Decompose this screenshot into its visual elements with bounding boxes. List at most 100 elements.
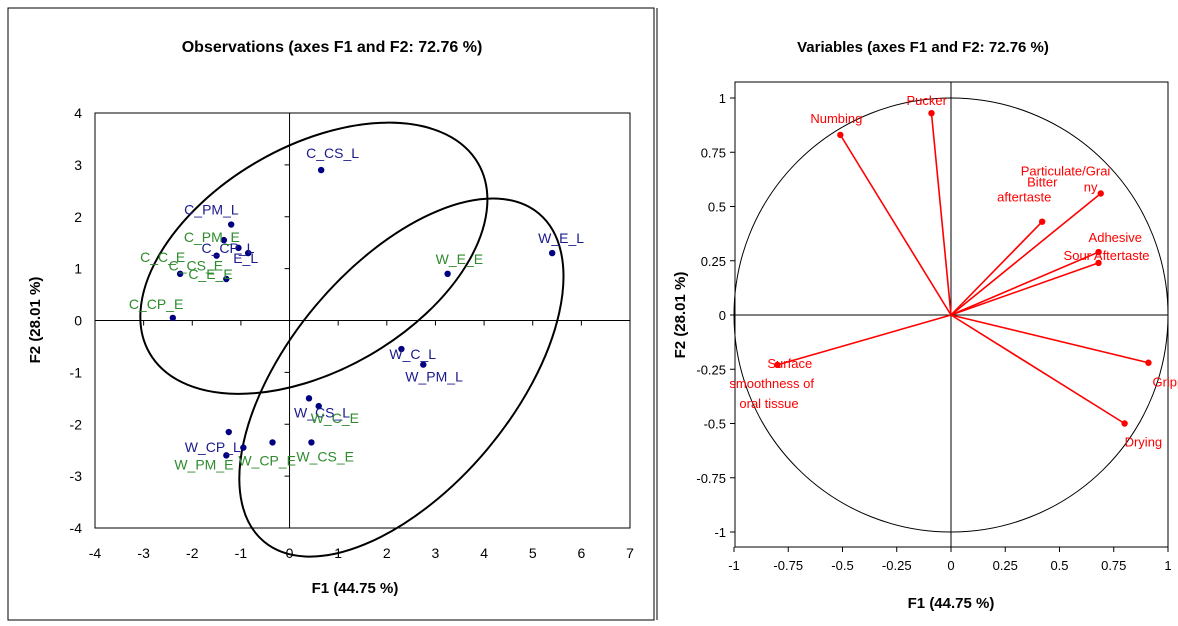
observation-point xyxy=(169,314,177,322)
observation-point xyxy=(227,221,235,228)
y-tick-label: -2 xyxy=(70,416,83,432)
observation-point xyxy=(213,252,220,259)
y-tick-label: -3 xyxy=(70,468,83,484)
variables-title: Variables (axes F1 and F2: 72.76 %) xyxy=(797,39,1049,56)
loading-point xyxy=(837,131,844,139)
observation-label: W_PM_E xyxy=(174,456,233,472)
variable-label: Particulate/Grai xyxy=(1021,163,1111,178)
x-tick-label: -1 xyxy=(728,558,740,573)
observation-label: W_C_L xyxy=(389,346,436,362)
x-tick-label: 0 xyxy=(947,558,954,573)
observation-point xyxy=(223,275,230,283)
observation-point xyxy=(240,444,247,451)
observation-point xyxy=(315,402,322,410)
observation-point xyxy=(308,439,315,446)
observations-chart: Observations (axes F1 and F2: 72.76 %) -… xyxy=(27,39,635,597)
x-tick-label: -3 xyxy=(137,545,150,561)
observation-point xyxy=(220,236,228,244)
variables-ylabel: F2 (28.01 %) xyxy=(672,272,689,359)
variable-label: Sour Aftertaste xyxy=(1064,248,1150,263)
observation-point xyxy=(305,395,313,402)
y-tick-label: -1 xyxy=(714,525,726,540)
x-tick-label: 6 xyxy=(577,545,585,561)
loading-point xyxy=(1121,420,1128,427)
x-tick-label: 4 xyxy=(480,545,488,561)
observation-label: W_CS_E xyxy=(296,448,354,464)
variable-label: ny xyxy=(1084,179,1098,194)
variable-label: smoothness of xyxy=(729,376,814,391)
observation-label: C_PM_E xyxy=(184,229,240,245)
x-tick-label: 0 xyxy=(286,545,294,561)
confidence-ellipse xyxy=(139,121,489,395)
observation-label: C_CP_E xyxy=(129,296,183,312)
loading-point xyxy=(1095,248,1102,256)
loading-vector xyxy=(777,314,952,366)
confidence-ellipse xyxy=(238,197,565,558)
y-tick-label: -4 xyxy=(70,520,83,536)
observation-point xyxy=(444,270,451,278)
x-tick-label: -0.5 xyxy=(831,558,853,573)
x-tick-label: -0.25 xyxy=(882,558,912,573)
observation-label: C_E_E xyxy=(188,266,232,282)
loading-vector xyxy=(950,221,1043,316)
observation-point xyxy=(420,361,427,368)
x-tick-label: -4 xyxy=(89,545,102,561)
x-tick-label: -0.75 xyxy=(773,558,803,573)
observation-point xyxy=(235,244,242,252)
x-tick-label: 0.75 xyxy=(1101,558,1126,573)
variable-label: Drying xyxy=(1125,435,1163,450)
y-tick-label: 4 xyxy=(74,105,82,121)
loading-vector xyxy=(950,262,1099,316)
loading-point xyxy=(1097,190,1104,197)
loading-vector xyxy=(930,113,952,316)
y-tick-label: -0.75 xyxy=(696,471,726,486)
y-tick-label: 1 xyxy=(719,91,726,106)
loading-vector xyxy=(839,134,952,316)
observation-label: W_PM_L xyxy=(405,369,463,385)
observations-xlabel: F1 (44.75 %) xyxy=(312,580,399,597)
loading-vector xyxy=(950,192,1102,316)
variable-label: Adhesive xyxy=(1089,230,1142,245)
y-tick-label: 0.25 xyxy=(701,254,726,269)
observation-point xyxy=(317,166,325,174)
observation-label: W_E_E xyxy=(436,251,483,267)
loading-vector xyxy=(950,314,1149,364)
variable-label: Gripp xyxy=(1152,375,1178,390)
loading-point xyxy=(1095,259,1102,267)
x-tick-label: 0.25 xyxy=(993,558,1018,573)
y-tick-label: 2 xyxy=(74,209,82,225)
variable-label: Numbing xyxy=(810,111,862,126)
y-tick-label: 3 xyxy=(74,157,82,173)
observation-point xyxy=(269,439,276,446)
observation-label: C_C_E xyxy=(140,249,185,265)
x-tick-label: 3 xyxy=(432,545,440,561)
observation-label: W_CP_L xyxy=(185,439,241,455)
variable-label: aftertaste xyxy=(997,190,1051,205)
variables-xlabel: F1 (44.75 %) xyxy=(908,595,995,612)
loading-point xyxy=(928,109,935,117)
x-tick-label: 5 xyxy=(529,545,537,561)
x-tick-label: 0.5 xyxy=(1050,558,1068,573)
variables-vectors xyxy=(774,109,1152,427)
observation-label: E_L xyxy=(233,250,258,266)
observation-label: W_E_L xyxy=(538,230,584,246)
variable-label: oral tissue xyxy=(739,396,798,411)
variable-label: Surface xyxy=(767,356,812,371)
observation-point xyxy=(225,428,232,436)
x-tick-label: 1 xyxy=(1164,558,1171,573)
x-tick-label: 2 xyxy=(383,545,391,561)
observation-point xyxy=(245,249,252,257)
observation-point xyxy=(176,270,184,278)
variable-label: Bitter xyxy=(1027,175,1058,190)
observations-panel-frame xyxy=(7,7,655,621)
observations-title: Observations (axes F1 and F2: 72.76 %) xyxy=(182,39,483,56)
y-tick-label: 0.5 xyxy=(708,200,726,215)
observations-ylabel: F2 (28.01 %) xyxy=(27,277,44,364)
variables-ticks: -1 -0.75 -0.5 -0.25 0 0.25 0.5 0.75 1 -1 -0.75 -0.5… xyxy=(696,91,1171,573)
loading-point xyxy=(1145,359,1152,366)
y-tick-label: 0 xyxy=(74,313,82,329)
